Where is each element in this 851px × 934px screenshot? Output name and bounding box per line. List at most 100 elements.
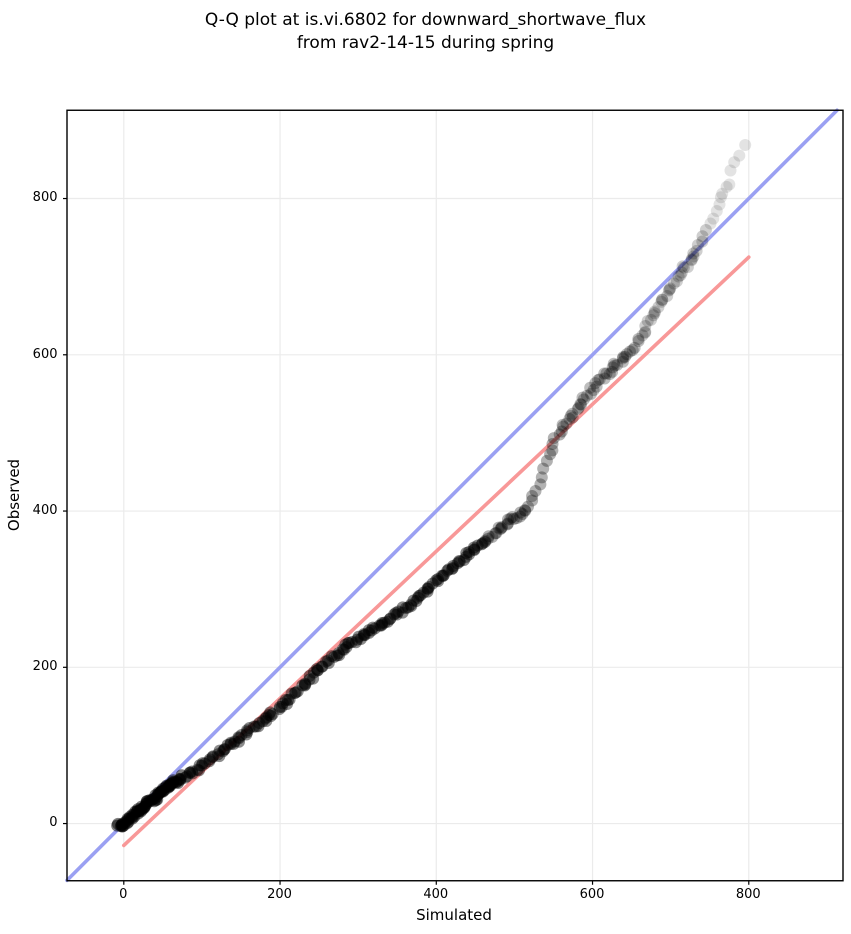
qq-point bbox=[431, 575, 444, 588]
qq-point bbox=[453, 555, 466, 568]
qq-point bbox=[576, 391, 588, 404]
qq-point bbox=[195, 759, 208, 772]
qq-point bbox=[396, 606, 409, 619]
qq-point bbox=[183, 766, 196, 779]
qq-point bbox=[206, 751, 218, 764]
qq-point bbox=[494, 523, 506, 536]
qq-point bbox=[564, 409, 577, 422]
qq-point bbox=[518, 504, 531, 517]
qq-point bbox=[655, 293, 668, 306]
qq-tail-point bbox=[724, 164, 736, 177]
qq-point bbox=[654, 295, 667, 308]
grid-layer bbox=[66, 110, 843, 881]
qq-point bbox=[289, 686, 302, 699]
qq-point bbox=[378, 616, 390, 629]
qq-point bbox=[407, 594, 419, 607]
qq-point bbox=[374, 619, 387, 632]
qq-point bbox=[202, 755, 215, 768]
qq-point bbox=[337, 643, 350, 656]
qq-point bbox=[310, 663, 323, 676]
qq-point bbox=[175, 769, 188, 782]
qq-point bbox=[232, 732, 245, 745]
qq-point bbox=[239, 728, 252, 741]
qq-plot-canvas bbox=[62, 108, 844, 885]
qq-point bbox=[279, 693, 292, 706]
x-tick-label: 600 bbox=[579, 886, 605, 902]
qq-point bbox=[186, 767, 199, 780]
y-tick-label: 400 bbox=[32, 502, 58, 518]
x-tick-label: 0 bbox=[119, 886, 128, 902]
qq-point bbox=[362, 624, 375, 637]
qq-point bbox=[381, 615, 394, 628]
qq-point bbox=[690, 244, 703, 257]
qq-point bbox=[492, 521, 505, 534]
qq-point bbox=[235, 729, 247, 742]
qq-point bbox=[521, 500, 534, 513]
qq-point bbox=[663, 283, 676, 296]
qq-point bbox=[699, 224, 712, 237]
qq-point bbox=[275, 700, 288, 713]
qq-point bbox=[507, 513, 520, 526]
qq-point bbox=[516, 508, 528, 521]
qq-point bbox=[525, 490, 538, 503]
qq-point bbox=[243, 721, 255, 734]
qq-point bbox=[574, 398, 587, 411]
qq-point bbox=[426, 577, 439, 590]
qq-point bbox=[587, 384, 600, 397]
qq-point bbox=[605, 365, 618, 378]
qq-point bbox=[389, 606, 402, 619]
qq-point bbox=[240, 724, 253, 737]
qq-point bbox=[422, 581, 435, 594]
qq-point bbox=[409, 595, 422, 608]
qq-point bbox=[674, 269, 687, 282]
qq-point bbox=[431, 573, 444, 586]
qq-point bbox=[247, 720, 260, 733]
qq-point bbox=[336, 643, 349, 656]
qq-tail-point bbox=[732, 149, 745, 162]
qq-point bbox=[442, 563, 454, 576]
qq-point bbox=[252, 716, 265, 729]
qq-point bbox=[224, 736, 237, 749]
qq-point bbox=[580, 389, 593, 402]
qq-point bbox=[221, 738, 234, 751]
qq-point bbox=[368, 622, 381, 635]
qq-point bbox=[383, 613, 396, 626]
qq-point bbox=[440, 564, 453, 577]
qq-point bbox=[560, 417, 572, 430]
qq-point bbox=[429, 574, 442, 587]
tick-marks bbox=[62, 197, 749, 885]
qq-point bbox=[240, 725, 253, 738]
qq-point bbox=[322, 657, 335, 670]
qq-point bbox=[459, 550, 472, 563]
qq-point bbox=[597, 367, 610, 380]
qq-point bbox=[350, 633, 363, 646]
qq-point bbox=[446, 562, 459, 575]
qq-point bbox=[358, 629, 371, 642]
qq-point bbox=[435, 569, 448, 582]
qq-point bbox=[311, 664, 324, 677]
qq-point bbox=[411, 591, 424, 604]
qq-point bbox=[357, 627, 370, 640]
qq-point bbox=[213, 744, 226, 757]
qq-point bbox=[535, 471, 548, 484]
qq-point bbox=[651, 301, 664, 314]
qq-point bbox=[437, 569, 450, 582]
qq-point bbox=[676, 260, 689, 273]
qq-point bbox=[332, 649, 345, 662]
qq-point bbox=[672, 270, 685, 283]
qq-point bbox=[636, 329, 648, 342]
qq-point bbox=[618, 350, 631, 363]
qq-point bbox=[566, 411, 579, 424]
qq-point bbox=[623, 345, 636, 358]
qq-point bbox=[414, 589, 426, 602]
qq-point bbox=[178, 771, 191, 784]
qq-point bbox=[283, 693, 296, 706]
qq-point bbox=[272, 703, 285, 716]
qq-point bbox=[319, 655, 332, 668]
qq-point bbox=[588, 377, 601, 390]
qq-point bbox=[543, 448, 556, 461]
qq-point bbox=[307, 666, 320, 679]
qq-point bbox=[638, 325, 651, 338]
qq-tail-point bbox=[714, 191, 727, 204]
